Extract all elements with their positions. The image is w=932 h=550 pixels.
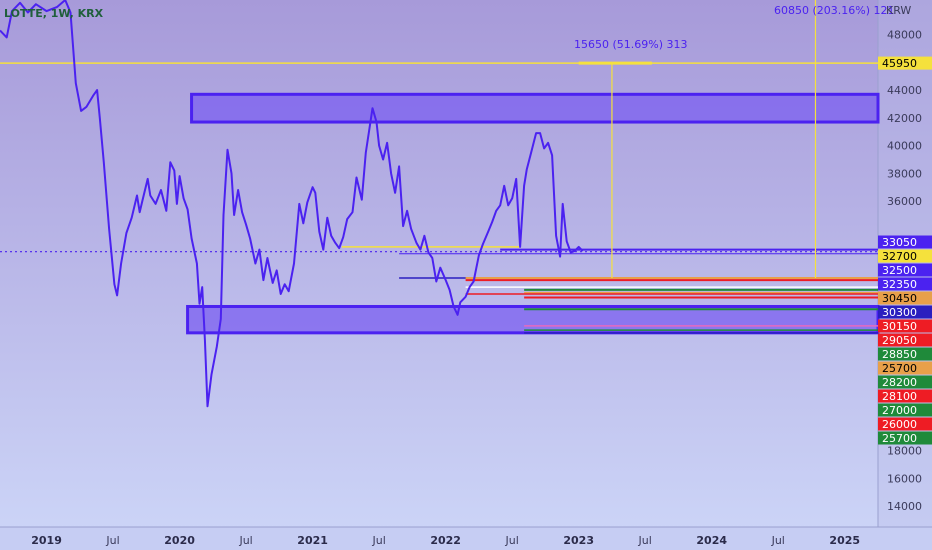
price-tag-11[interactable]: 28200 [878, 375, 932, 390]
price-tag-label: 45950 [882, 57, 917, 70]
y-tick-label-2: 42000 [887, 112, 922, 125]
y-tick-label-9: 14000 [887, 500, 922, 513]
price-tag-label: 30450 [882, 292, 917, 305]
price-tag-14[interactable]: 26000 [878, 417, 932, 432]
price-tag-0[interactable]: 45950 [878, 56, 932, 71]
x-tick-label-0: 2019 [31, 534, 62, 547]
zone-box-0[interactable] [190, 92, 880, 124]
y-tick-label-0: 48000 [887, 29, 922, 42]
price-tag-bg [878, 56, 932, 70]
mid-measure-label: 15650 (51.69%) 313 [574, 38, 688, 51]
measure-layer [578, 0, 817, 279]
x-tick-label-11: Jul [771, 534, 785, 547]
top-measure-label: 60850 (203.16%) 121 [774, 4, 895, 17]
price-tag-label: 28100 [882, 390, 917, 403]
price-tag-label: 32700 [882, 250, 917, 263]
price-tag-label: 30300 [882, 306, 917, 319]
x-tick-label-10: 2024 [696, 534, 727, 547]
price-tag-bg [878, 347, 932, 361]
x-tick-label-7: Jul [505, 534, 519, 547]
price-tag-8[interactable]: 29050 [878, 333, 932, 348]
x-tick-label-9: Jul [638, 534, 652, 547]
price-tag-15[interactable]: 25700 [878, 431, 932, 446]
x-ticks-layer: 2019 Jul 2020 Jul 2021 Jul 2022 Jul 2023 Jul 2024 J… [31, 534, 860, 547]
price-tag-label: 32350 [882, 278, 917, 291]
y-tick-label-4: 38000 [887, 167, 922, 180]
price-tag-label: 30150 [882, 320, 917, 333]
price-tag-2[interactable]: 32700 [878, 249, 932, 263]
price-tag-bg [878, 431, 932, 445]
price-tag-12[interactable]: 28100 [878, 389, 932, 404]
price-tag-4[interactable]: 32350 [878, 277, 932, 292]
price-tag-7[interactable]: 30150 [878, 319, 932, 334]
x-tick-label-1: Jul [105, 534, 119, 547]
price-tag-label: 26000 [882, 418, 917, 431]
price-tag-bg [878, 389, 932, 403]
price-tag-1[interactable]: 33050 [878, 235, 932, 250]
x-tick-label-8: 2023 [563, 534, 594, 547]
price-tag-bg [878, 417, 932, 431]
price-tag-bg [878, 333, 932, 347]
price-tag-3[interactable]: 32500 [878, 263, 932, 278]
price-tag-13[interactable]: 27000 [878, 403, 932, 418]
price-tag-bg [878, 249, 932, 263]
y-tick-label-7: 18000 [887, 445, 922, 458]
y-tick-label-8: 16000 [887, 472, 922, 485]
price-tag-label: 25700 [882, 362, 917, 375]
price-tag-bg [878, 291, 932, 305]
price-line-series-0[interactable] [0, 0, 584, 408]
price-tag-label: 25700 [882, 432, 917, 445]
price-tag-label: 29050 [882, 334, 917, 347]
y-tick-label-3: 40000 [887, 140, 922, 153]
y-tick-label-5: 36000 [887, 195, 922, 208]
price-tag-bg [878, 263, 932, 277]
price-tag-10[interactable]: 25700 [878, 361, 932, 376]
x-tick-label-6: 2022 [430, 534, 461, 547]
price-tag-label: 28200 [882, 376, 917, 389]
x-tick-label-2: 2020 [164, 534, 195, 547]
x-tick-label-12: 2025 [829, 534, 860, 547]
series-layer [0, 0, 584, 408]
price-tag-bg [878, 235, 932, 249]
symbol-title: LOTTE, 1W, KRX [4, 7, 104, 20]
price-tag-bg [878, 375, 932, 389]
price-tag-5[interactable]: 30450 [878, 291, 932, 306]
x-tick-label-4: 2021 [297, 534, 328, 547]
price-tag-label: 32500 [882, 264, 917, 277]
y-tick-label-1: 44000 [887, 84, 922, 97]
price-tag-bg [878, 319, 932, 333]
price-tag-bg [878, 361, 932, 375]
price-tag-9[interactable]: 28850 [878, 347, 932, 362]
time-axis-panel [0, 527, 932, 550]
x-tick-label-5: Jul [371, 534, 385, 547]
price-tag-label: 28850 [882, 348, 917, 361]
price-tag-bg [878, 403, 932, 417]
x-tick-label-3: Jul [238, 534, 252, 547]
zone-box-1[interactable] [186, 304, 880, 335]
price-tag-label: 27000 [882, 404, 917, 417]
currency-label: KRW [886, 4, 911, 17]
price-tag-6[interactable]: 30300 [878, 305, 932, 320]
price-tag-bg [878, 305, 932, 319]
price-tags-layer: 45950 33050327003250032350304503030030150… [878, 56, 932, 446]
price-tag-label: 33050 [882, 236, 917, 249]
price-tag-bg [878, 277, 932, 291]
